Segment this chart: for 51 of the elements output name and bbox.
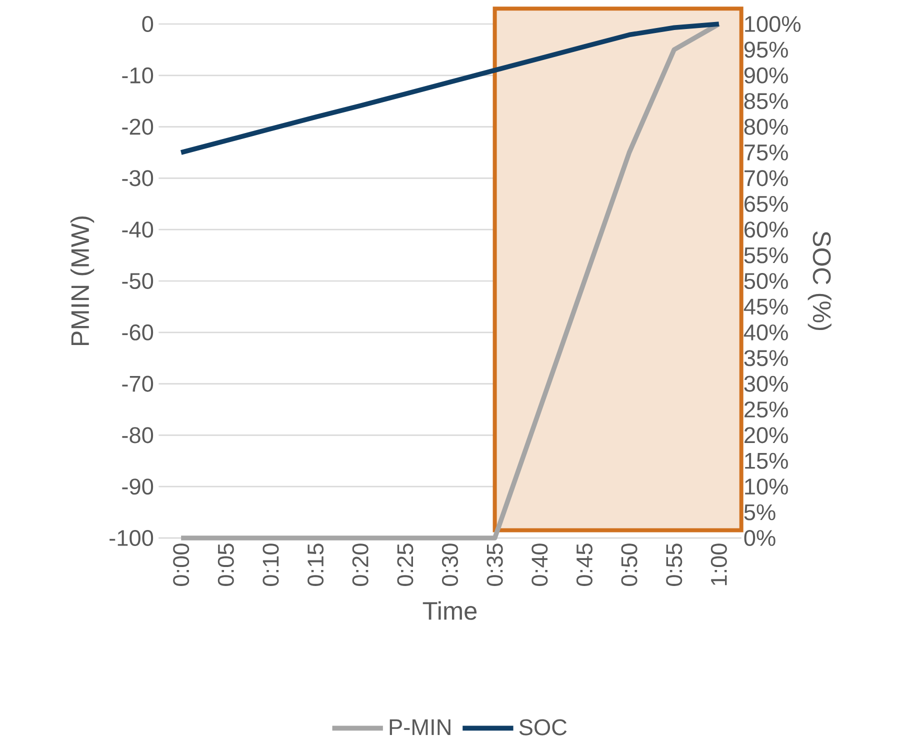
x-tick-label: 0:35 [486,544,503,586]
y2-tick-label: 70% [744,170,788,186]
x-tick-label: 0:55 [666,544,682,586]
y2-tick-label: 55% [744,247,788,264]
y2-tick-label: 40% [744,324,788,340]
x-tick-label: 0:30 [442,544,458,586]
x-tick-label: 0:40 [532,544,548,586]
y2-tick-label: 5% [744,504,776,520]
legend-label: SOC [519,719,567,736]
x-tick-label: 0:10 [262,544,279,586]
x-tick-label: 0:45 [576,544,592,586]
x-tick-label: 0:05 [218,544,234,586]
y-tick-label: -30 [122,170,154,186]
y-tick-label: -10 [122,67,154,84]
x-tick-label: 0:15 [308,544,324,586]
y2-tick-label: 30% [744,376,788,392]
x-tick-label: 1:00 [710,544,727,586]
y-tick-label: -80 [122,427,154,444]
x-tick-label: 0:25 [397,544,414,586]
y2-tick-label: 80% [744,118,788,135]
y2-tick-label: 50% [744,272,788,290]
y-tick-label: -60 [122,324,154,340]
y2-tick-label: 85% [744,93,788,110]
x-tick-label: 0:00 [173,544,190,586]
y2-tick-label: 25% [744,401,788,418]
y-tick-label: -20 [122,118,154,135]
y2-tick-label: 15% [745,452,788,469]
y2-tick-label: 45% [744,298,788,315]
line-series [178,22,722,155]
y2-axis-title: SOC (%) [808,231,832,330]
y-axis-title: PMIN (MW) [70,216,94,346]
legend-label: P-MIN [390,719,450,735]
x-axis-title: Time [422,601,477,620]
x-tick-label: 0:50 [621,544,638,586]
y-tick-label: -40 [122,222,154,238]
y2-tick-label: 35% [744,350,788,366]
y2-tick-label: 0% [744,530,776,546]
y-tick-label: -50 [122,272,154,290]
y2-tick-label: 60% [744,222,788,238]
y2-tick-label: 90% [744,67,788,84]
y2-tick-label: 65% [744,196,788,212]
y2-tick-label: 75% [744,144,788,160]
y-tick-label: -100 [110,530,154,546]
y2-tick-label: 20% [744,427,788,444]
y-tick-label: -70 [122,376,154,392]
y-tick-label: -90 [122,478,154,495]
y-tick-label: 0 [142,16,154,32]
y2-tick-label: 10% [745,478,788,495]
y2-tick-label: 100% [745,16,801,32]
y2-tick-label: 95% [744,42,788,58]
x-tick-label: 0:20 [352,544,368,586]
